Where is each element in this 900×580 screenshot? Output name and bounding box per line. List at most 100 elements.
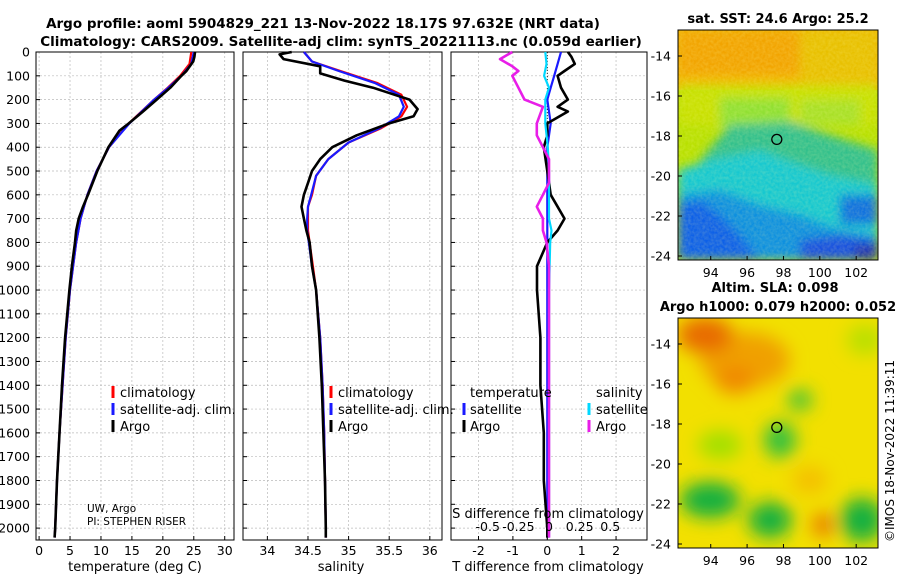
x-tick-label: -2 [472, 543, 484, 558]
annotation-pi: PI: STEPHEN RISER [87, 516, 186, 528]
difference-xlabel-top: S difference from climatology [452, 507, 644, 522]
x-tick-label: 0 [35, 543, 43, 558]
y-tick-label: 800 [6, 235, 30, 250]
salinity-panel: 34 34.5 35 35.5 36 salinity climatology sate… [242, 50, 454, 575]
x-tick-label: 2 [612, 543, 620, 558]
sst-map-frame [677, 29, 879, 261]
map-x-tick-label: 102 [844, 553, 868, 568]
y-tick-label: 1800 [0, 473, 30, 488]
sst-map-panel: sat. SST: 24.6 Argo: 25.2 94 96 98 1 [651, 12, 879, 280]
x-tick-label: 34 [259, 543, 275, 558]
temperature-panel: 0100200300400500600700800900100011001200… [0, 45, 236, 576]
x-tick-label: 20 [155, 543, 171, 558]
sla-map-title: Altim. SLA: 0.098 [712, 281, 839, 296]
map-x-tick-label: 100 [808, 553, 832, 568]
x-tick-label: 15 [124, 543, 140, 558]
sst-argo-float-marker [771, 133, 783, 146]
y-tick-label: 1500 [0, 402, 30, 417]
sla-argo-float-marker [771, 421, 783, 434]
x-tick-label: 25 [186, 543, 202, 558]
series-line-satellite-adj-clim- [53, 51, 195, 538]
legend-label-s-satellite: satellite [596, 403, 648, 418]
legend-label-climatology: climatology [338, 386, 414, 401]
y-tick-label: 200 [6, 92, 30, 107]
y-tick-label: 0 [22, 45, 30, 60]
y-tick-label: 900 [6, 259, 30, 274]
map-y-tick-label: -20 [651, 169, 671, 184]
y-tick-label: 1100 [0, 306, 30, 321]
s-diff-tick-label: 0.25 [566, 519, 594, 534]
map-y-tick-label: -22 [651, 497, 671, 512]
y-tick-label: 600 [6, 187, 30, 202]
temperature-axes-frame [35, 51, 235, 541]
sla-map-image [678, 318, 878, 548]
y-tick-label: 100 [6, 68, 30, 83]
figure-title-line2: Climatology: CARS2009. Satellite-adj cli… [40, 34, 642, 50]
x-tick-label: 35.5 [375, 543, 403, 558]
x-tick-label: 36 [422, 543, 438, 558]
sla-map-frame [677, 317, 879, 549]
map-x-tick-label: 94 [703, 553, 719, 568]
temperature-xlabel: temperature (deg C) [68, 560, 202, 575]
imos-timestamp-label: ©IMOS 18-Nov-2022 11:39:11 [883, 360, 897, 542]
series-line-argo [53, 51, 197, 538]
map-x-tick-label: 100 [808, 265, 832, 280]
y-tick-label: 2000 [0, 521, 30, 536]
map-x-tick-label: 94 [703, 265, 719, 280]
legend-label-argo: Argo [120, 420, 150, 435]
y-tick-label: 1900 [0, 497, 30, 512]
map-x-tick-label: 98 [776, 553, 792, 568]
map-y-tick-label: -22 [651, 209, 671, 224]
x-tick-label: 30 [217, 543, 233, 558]
map-x-tick-label: 98 [776, 265, 792, 280]
x-tick-label: 10 [93, 543, 109, 558]
s-diff-tick-label: -0.25 [502, 519, 534, 534]
map-x-tick-label: 96 [739, 265, 755, 280]
sst-map-image [678, 30, 878, 260]
sst-map-title: sat. SST: 24.6 Argo: 25.2 [687, 12, 868, 27]
map-y-tick-label: -16 [651, 377, 671, 392]
y-tick-label: 1200 [0, 330, 30, 345]
legend-label-satellite-adj: satellite-adj. clim. [120, 403, 236, 418]
salinity-axes-frame [242, 51, 443, 541]
map-y-tick-label: -18 [651, 417, 671, 432]
map-x-tick-label: 96 [739, 553, 755, 568]
y-tick-label: 700 [6, 211, 30, 226]
difference-axes-frame [450, 51, 648, 541]
y-tick-label: 400 [6, 140, 30, 155]
x-tick-label: 5 [66, 543, 74, 558]
map-y-tick-label: -14 [651, 49, 671, 64]
series-line-t-argo [535, 51, 577, 538]
x-tick-label: -1 [507, 543, 519, 558]
y-tick-label: 500 [6, 164, 30, 179]
y-tick-label: 1700 [0, 449, 30, 464]
s-diff-tick-label: 0 [545, 519, 553, 534]
salinity-xlabel: salinity [318, 560, 365, 575]
sla-map-panel: Altim. SLA: 0.098 Argo h1000: 0.079 h200… [651, 281, 897, 568]
series-line-climatology [53, 51, 193, 538]
y-tick-label: 1000 [0, 283, 30, 298]
y-tick-label: 1400 [0, 378, 30, 393]
y-tick-label: 1600 [0, 425, 30, 440]
salinity-legend: climatology satellite-adj. clim. Argo [329, 386, 454, 435]
series-line-climatology [303, 51, 409, 538]
series-line-s-argo [498, 50, 551, 538]
legend-label-satellite-adj: satellite-adj. clim. [338, 403, 454, 418]
legend-title-temperature: temperature [470, 386, 552, 401]
difference-panel: -2 -1 0 1 2 -0.5 -0.25 0 0.25 0.5 temperature sal… [450, 50, 648, 575]
map-y-tick-label: -24 [651, 537, 671, 552]
sla-map-subtitle: Argo h1000: 0.079 h2000: 0.052 [660, 300, 896, 315]
x-tick-label: 0 [543, 543, 551, 558]
annotation-institution: UW, Argo [87, 503, 136, 515]
map-x-tick-label: 102 [844, 265, 868, 280]
map-y-tick-label: -24 [651, 249, 671, 264]
series-line-argo [278, 50, 419, 538]
map-y-tick-label: -20 [651, 457, 671, 472]
legend-label-t-satellite: satellite [470, 403, 522, 418]
map-y-tick-label: -18 [651, 129, 671, 144]
s-diff-tick-label: 0.5 [600, 519, 620, 534]
legend-label-climatology: climatology [120, 386, 196, 401]
y-tick-label: 300 [6, 116, 30, 131]
legend-label-s-argo: Argo [596, 420, 626, 435]
difference-xlabel: T difference from climatology [451, 560, 644, 575]
